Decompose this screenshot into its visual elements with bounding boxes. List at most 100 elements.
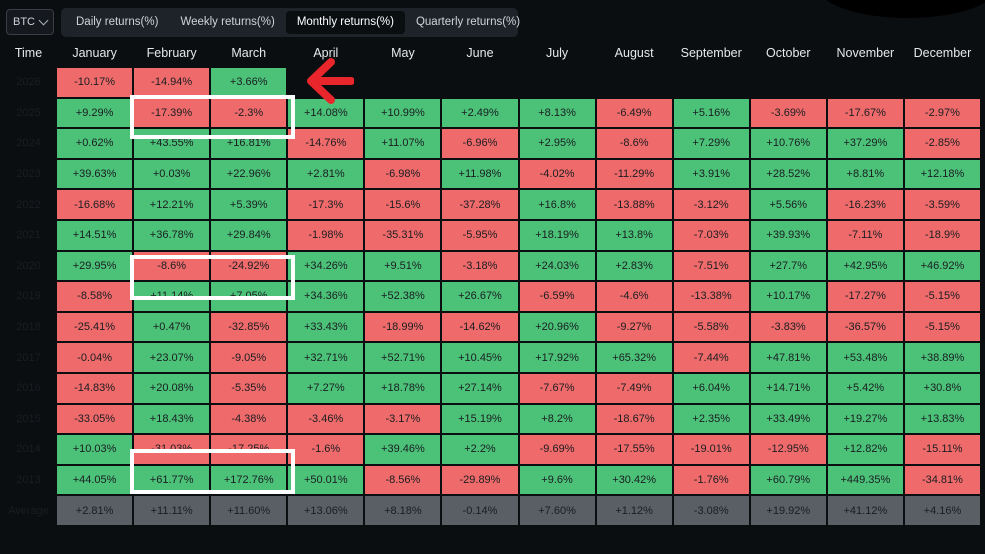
return-cell: +449.35%: [827, 465, 903, 495]
table-row: 2014 +10.03% -31.03% -17.25% -1.6% +39.46% +2.…: [2, 435, 980, 464]
return-cell: +10.76%: [750, 129, 826, 158]
return-cell: +7.27%: [288, 373, 364, 403]
year-label: 2019: [16, 290, 41, 303]
return-cell: -10.17%: [57, 68, 133, 97]
table-row: 2026 -10.17% -14.94% +3.66%: [2, 68, 980, 97]
return-cell: -19.01%: [673, 435, 749, 464]
return-cell: +39.93%: [750, 220, 826, 250]
return-cell: -8.6%: [596, 129, 672, 158]
return-cell: -24.92%: [211, 251, 287, 281]
return-cell: +39.46%: [365, 435, 441, 464]
return-cell: -3.12%: [673, 190, 749, 219]
return-cell: -0.04%: [57, 343, 133, 372]
year-label: 2023: [16, 168, 41, 181]
average-cell: -0.14%: [442, 496, 518, 525]
return-cell: +28.52%: [750, 159, 826, 189]
return-cell: +7.05%: [211, 282, 287, 311]
return-cell: +60.79%: [750, 465, 826, 495]
table-row: 2015 -33.05% +18.43% -4.38% -3.46% -3.17% +15.…: [2, 404, 980, 434]
year-label: 2018: [16, 321, 41, 334]
return-cell: +12.82%: [827, 435, 903, 464]
return-cell: -5.35%: [211, 373, 287, 403]
return-cell: -6.96%: [442, 129, 518, 158]
month-header-september: September: [680, 46, 742, 60]
tab-monthly-returns[interactable]: Monthly returns(%): [285, 11, 405, 34]
return-cell: -4.38%: [211, 404, 287, 434]
return-cell: +27.14%: [442, 373, 518, 403]
return-cell: +38.89%: [904, 343, 980, 372]
return-cell: +13.83%: [904, 404, 980, 434]
return-cell: +9.6%: [519, 465, 595, 495]
return-cell: -7.49%: [596, 373, 672, 403]
return-cell: +14.08%: [288, 98, 364, 128]
return-cell: -29.89%: [442, 465, 518, 495]
period-tabs: Daily returns(%) Weekly returns(%) Month…: [61, 8, 520, 37]
return-cell: +16.8%: [519, 190, 595, 219]
return-cell: -15.11%: [904, 435, 980, 464]
year-label: 2022: [16, 198, 41, 211]
table-row: 2022 -16.68% +12.21% +5.39% -17.3% -15.6% -37.…: [2, 190, 980, 219]
tab-daily-returns[interactable]: Daily returns(%): [76, 16, 159, 28]
return-cell: -3.46%: [288, 404, 364, 434]
return-cell: +3.66%: [211, 68, 287, 97]
return-cell: -7.11%: [827, 220, 903, 250]
return-cell: +37.29%: [827, 129, 903, 158]
year-label: 2024: [16, 137, 41, 150]
tab-weekly-returns[interactable]: Weekly returns(%): [180, 16, 275, 28]
return-cell: +33.43%: [288, 312, 364, 342]
return-cell: -13.38%: [673, 282, 749, 311]
empty-cell: [597, 68, 672, 97]
average-cell: +7.60%: [519, 496, 595, 525]
return-cell: -35.31%: [365, 220, 441, 250]
asset-select[interactable]: BTC: [6, 9, 54, 35]
return-cell: +11.14%: [134, 282, 210, 311]
empty-cell: [674, 68, 749, 97]
return-cell: -14.62%: [442, 312, 518, 342]
return-cell: +19.27%: [827, 404, 903, 434]
year-label: 2025: [16, 106, 41, 119]
return-cell: -17.39%: [134, 98, 210, 128]
return-cell: -4.02%: [519, 159, 595, 189]
return-cell: +52.38%: [365, 282, 441, 311]
average-cell: +41.12%: [827, 496, 903, 525]
return-cell: -17.25%: [211, 435, 287, 464]
return-cell: -18.99%: [365, 312, 441, 342]
return-cell: +26.67%: [442, 282, 518, 311]
return-cell: +18.43%: [134, 404, 210, 434]
return-cell: +10.99%: [365, 98, 441, 128]
red-arrow-icon: [307, 58, 354, 104]
return-cell: +20.08%: [134, 373, 210, 403]
toolbar: BTC Daily returns(%) Weekly returns(%) M…: [6, 8, 520, 38]
return-cell: -32.85%: [211, 312, 287, 342]
year-label: 2013: [16, 474, 41, 487]
return-cell: -17.67%: [827, 98, 903, 128]
return-cell: +8.81%: [827, 159, 903, 189]
return-cell: +30.8%: [904, 373, 980, 403]
table-row: 2020 +29.95% -8.6% -24.92% +34.26% +9.51% -3.1…: [2, 251, 980, 281]
return-cell: +5.39%: [211, 190, 287, 219]
return-cell: +2.35%: [673, 404, 749, 434]
return-cell: +24.03%: [519, 251, 595, 281]
return-cell: +10.45%: [442, 343, 518, 372]
month-header-may: May: [391, 46, 415, 60]
return-cell: +53.48%: [827, 343, 903, 372]
tab-quarterly-returns[interactable]: Quarterly returns(%): [415, 16, 521, 28]
return-cell: -12.95%: [750, 435, 826, 464]
empty-cell: [828, 68, 903, 97]
return-cell: +8.2%: [519, 404, 595, 434]
return-cell: +18.78%: [365, 373, 441, 403]
return-cell: -1.76%: [673, 465, 749, 495]
return-cell: -7.03%: [673, 220, 749, 250]
return-cell: +8.13%: [519, 98, 595, 128]
time-column-header: Time: [14, 46, 43, 60]
return-cell: -1.6%: [288, 435, 364, 464]
average-cell: +19.92%: [750, 496, 826, 525]
return-cell: +172.76%: [211, 465, 287, 495]
return-cell: +29.95%: [57, 251, 133, 281]
return-cell: +5.42%: [827, 373, 903, 403]
return-cell: +14.71%: [750, 373, 826, 403]
return-cell: -5.15%: [904, 312, 980, 342]
return-cell: -3.83%: [750, 312, 826, 342]
return-cell: +34.36%: [288, 282, 364, 311]
table-row: 2024 +0.62% +43.55% +16.81% -14.76% +11.07% -6…: [2, 129, 980, 158]
